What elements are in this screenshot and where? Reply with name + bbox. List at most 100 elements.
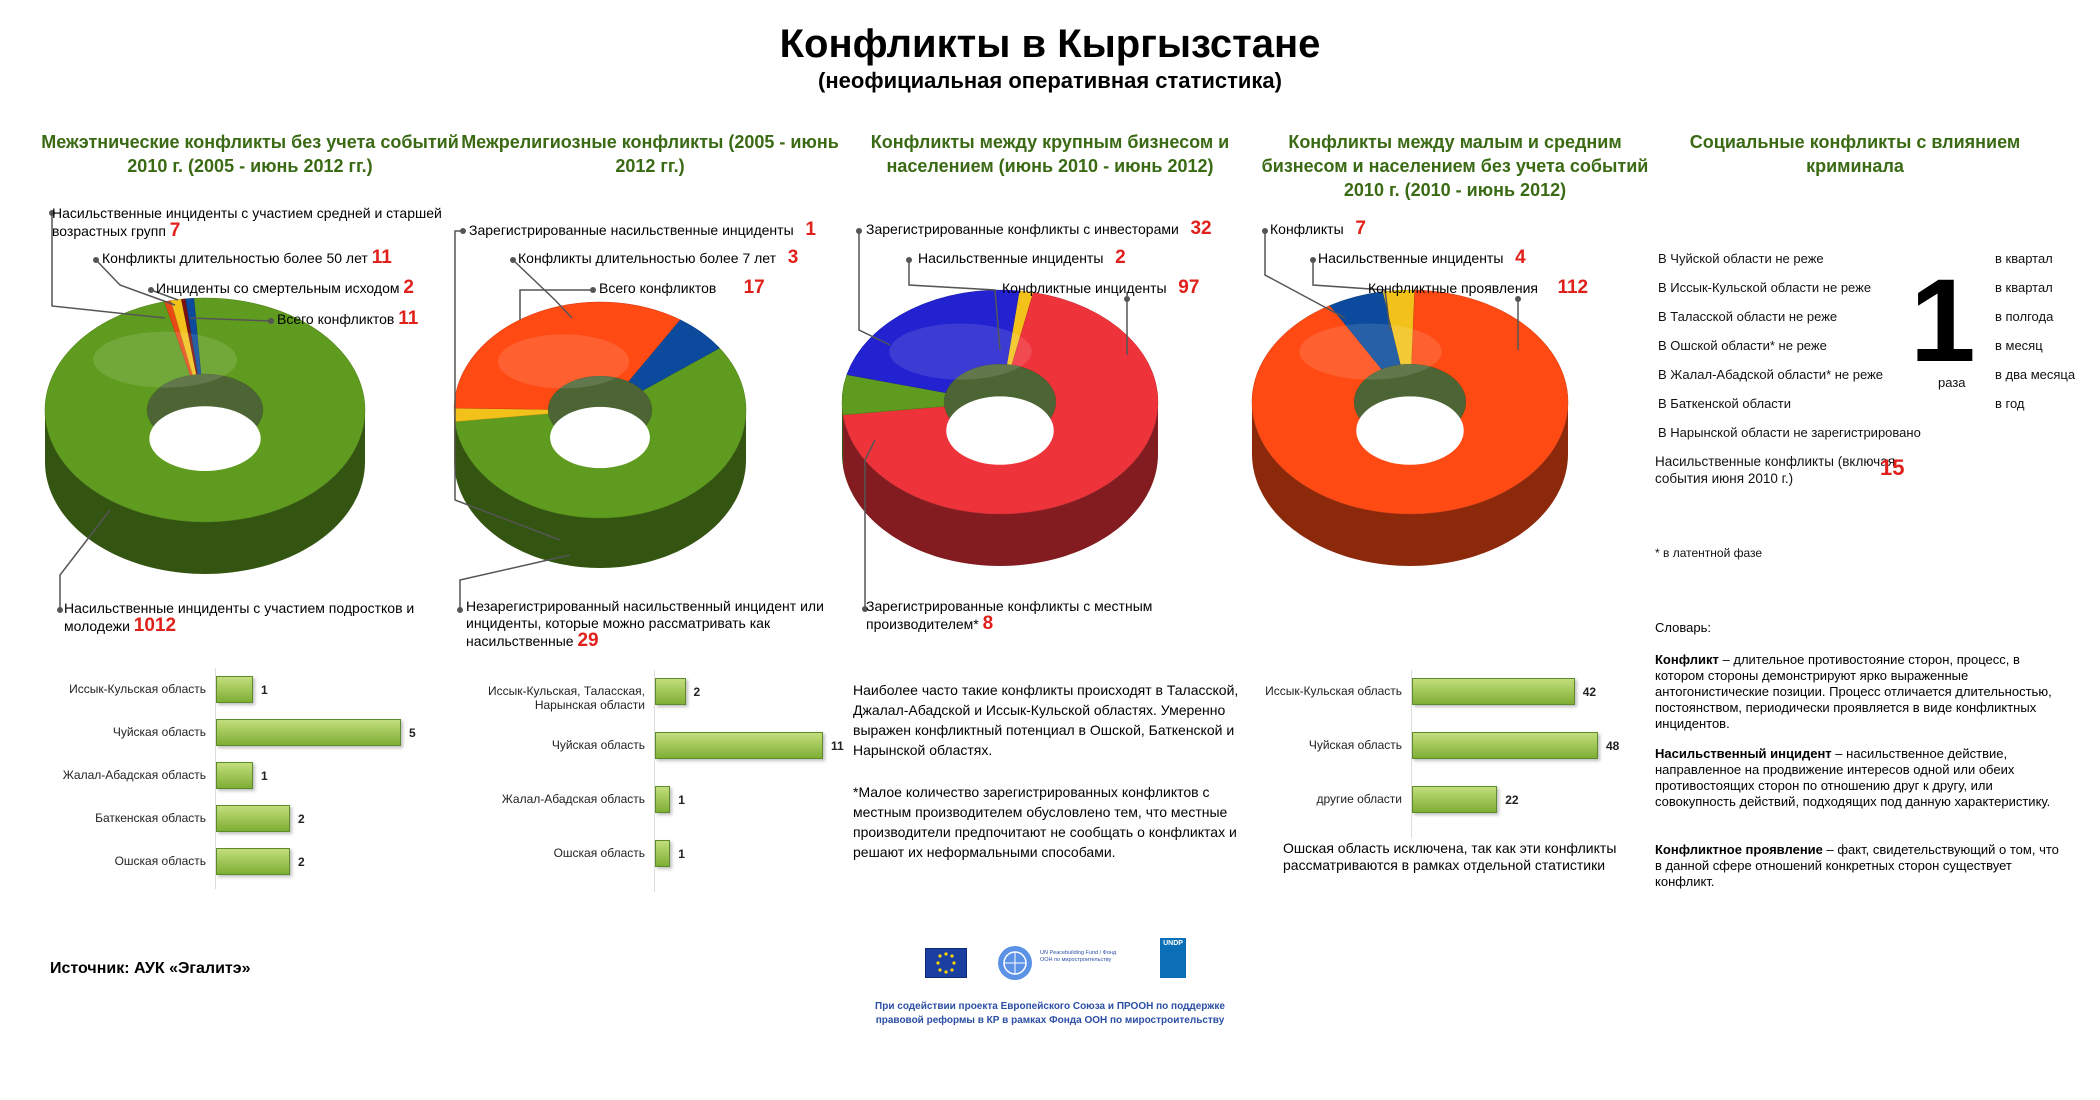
un-fund-logo-text: UN Peacebuilding Fund / Фонд ООН по миро… [1040,950,1117,963]
violent-conflicts-value: 15 [1880,455,1905,480]
social-row-frequency: в месяц [1995,338,2043,353]
leader-line [150,289,179,301]
bar [216,676,253,703]
leader-line [59,509,111,610]
big-number-unit: раза [1938,375,1966,390]
social-row-region: В Ошской области* не реже [1658,338,1827,353]
leader-line [454,230,561,541]
social-row-frequency: в квартал [1995,280,2053,295]
footer-caption: При содействии проекта Европейского Союз… [875,1001,1225,1026]
leader-dot [510,257,516,263]
bar-label: Иссык-Кульская область [69,682,206,696]
bar-value: 2 [298,812,305,826]
bar-value: 1 [678,793,685,807]
social-row-frequency: в два месяца [1995,367,2076,382]
donut-side [843,402,1158,566]
leader-line [189,317,272,322]
bar-value: 42 [1582,685,1597,699]
social-row-frequency: в квартал [1995,251,2053,266]
col5-title: Социальные конфликты с влиянием криминал… [1689,132,2021,176]
undp-logo: UNDP [1160,938,1186,978]
bar [655,732,823,759]
leader-line [858,231,891,346]
leader-dot [57,607,63,613]
glossary-entry: Конфликт – длительное противостояние сто… [1655,652,2052,731]
donut-highlight [93,331,237,388]
latent-footnote: * в латентной фазе [1655,546,1763,560]
leader-dot [862,606,868,612]
donut-highlight [889,323,1032,380]
social-row-region: В Баткенской области [1658,396,1792,411]
donut-side [842,402,844,467]
bar [1412,678,1575,705]
leader-dot [93,257,99,263]
annotation-4-2: Насильственные инциденты 4 [1318,247,1526,268]
col4-note: Ошская область исключена, так как эти ко… [1283,840,1617,873]
leader-dot [1515,296,1521,302]
social-row-frequency: в полгода [1995,309,2054,324]
leader-dot [856,228,862,234]
col3-paragraph-2: *Малое количество зарегистрированных кон… [853,784,1237,860]
bar [216,762,253,789]
bar-label: Ошская область [114,854,206,868]
bar [216,719,401,746]
leader-line [51,213,166,319]
bar-label: Чуйская область [1308,738,1402,752]
bar-label: Чуйская область [551,738,645,752]
bar-label: другие области [1316,792,1402,806]
annotation-4-3: Конфликтные проявления 112 [1368,277,1589,298]
violent-conflicts-label: Насильственные конфликты (включая событи… [1655,454,1896,486]
social-row-region: В Иссык-Кульской области не реже [1658,280,1872,295]
annotation-1-5: Насильственные инциденты с участием подр… [64,600,415,636]
annotation-2-3: Всего конфликтов 17 [599,277,765,298]
bar [1412,786,1498,813]
bar-value: 2 [693,685,701,699]
leader-line [512,259,573,319]
bar-label: Баткенская область [95,811,206,825]
leader-dot [906,257,912,263]
leader-dot [1310,257,1316,263]
annotation-1-3: Инциденты со смертельным исходом 2 [156,277,414,298]
donut-highlight [1299,323,1442,380]
eu-flag-logo [925,948,967,978]
glossary-entry: Конфликтное проявление – факт, свидетель… [1655,842,2059,889]
leader-dot [268,318,274,324]
leader-line [864,439,876,609]
glossary-heading: Словарь: [1655,620,1711,635]
donut-highlight [497,334,630,389]
col3-title: Конфликты между крупным бизнесом и насел… [870,132,1230,176]
bar [216,848,290,875]
bar-value: 1 [678,847,685,861]
donut-side [454,410,746,568]
bar [216,805,290,832]
annotation-3-4: Зарегистрированные конфликты с местным п… [866,598,1153,634]
leader-dot [49,210,55,216]
annotation-2-1: Зарегистрированные насильственные инциде… [469,219,816,240]
annotation-2-4: Незарегистрированный насильственный инци… [466,598,824,651]
leader-line [459,554,571,610]
annotation-3-3: Конфликтные инциденты 97 [1002,277,1200,298]
bar-label: Чуйская область [112,725,206,739]
big-number: 1 [1910,255,1976,387]
col3-paragraph-1: Наиболее часто такие конфликты происходя… [853,682,1239,758]
social-row-region: В Таласской области не реже [1658,309,1838,324]
col2-title: Межрелигиозные конфликты (2005 - июнь 20… [461,132,839,176]
annotation-4-1: Конфликты 7 [1270,218,1366,239]
donut-hole [149,406,261,471]
donut-side [1252,402,1568,566]
leader-dot [590,287,596,293]
social-row-region: В Жалал-Абадской области* не реже [1658,367,1884,382]
bar [655,840,671,867]
bar-value: 5 [409,726,416,740]
col1-title: Межэтнические конфликты без учета событи… [41,132,459,176]
bar-value: 11 [831,739,844,753]
bar-label: Жалал-Абадская область [62,768,206,782]
leader-line [1312,260,1391,331]
bar [655,786,671,813]
bar-value: 2 [298,855,305,869]
donut-side [45,410,365,574]
annotation-3-1: Зарегистрированные конфликты с инвестора… [866,218,1212,239]
leader-line [95,259,176,306]
bar-axis [654,670,655,892]
